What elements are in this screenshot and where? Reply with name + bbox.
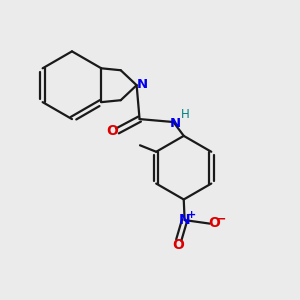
Text: N: N [169, 117, 181, 130]
Text: +: + [187, 210, 196, 220]
Text: H: H [181, 108, 190, 121]
Text: O: O [208, 216, 220, 230]
Text: N: N [179, 213, 190, 227]
Text: N: N [136, 78, 148, 91]
Text: −: − [216, 212, 227, 225]
Text: O: O [172, 238, 184, 252]
Text: O: O [106, 124, 118, 138]
